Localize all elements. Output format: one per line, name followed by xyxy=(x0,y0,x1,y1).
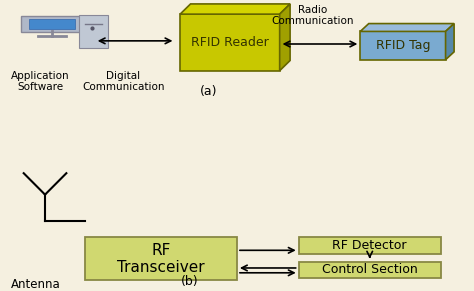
Text: RFID Reader: RFID Reader xyxy=(191,36,269,49)
Text: (a): (a) xyxy=(200,85,217,98)
Text: Radio
Communication: Radio Communication xyxy=(272,5,354,26)
Polygon shape xyxy=(360,31,446,60)
Text: (b): (b) xyxy=(181,275,199,288)
FancyBboxPatch shape xyxy=(299,262,441,278)
Text: Digital
Communication: Digital Communication xyxy=(82,71,164,92)
Text: RFID Tag: RFID Tag xyxy=(376,39,430,52)
Text: Control Section: Control Section xyxy=(322,263,418,276)
Polygon shape xyxy=(280,4,290,71)
FancyBboxPatch shape xyxy=(21,17,83,32)
FancyBboxPatch shape xyxy=(85,237,237,280)
Text: Antenna: Antenna xyxy=(11,278,60,291)
Polygon shape xyxy=(180,14,280,71)
Text: RF Detector: RF Detector xyxy=(332,239,407,252)
Text: RF
Transceiver: RF Transceiver xyxy=(118,243,205,275)
FancyBboxPatch shape xyxy=(29,19,75,29)
Text: Application
Software: Application Software xyxy=(11,71,70,92)
FancyBboxPatch shape xyxy=(79,15,108,48)
FancyBboxPatch shape xyxy=(299,237,441,253)
Polygon shape xyxy=(180,4,290,14)
Polygon shape xyxy=(446,24,454,60)
Polygon shape xyxy=(360,24,454,31)
